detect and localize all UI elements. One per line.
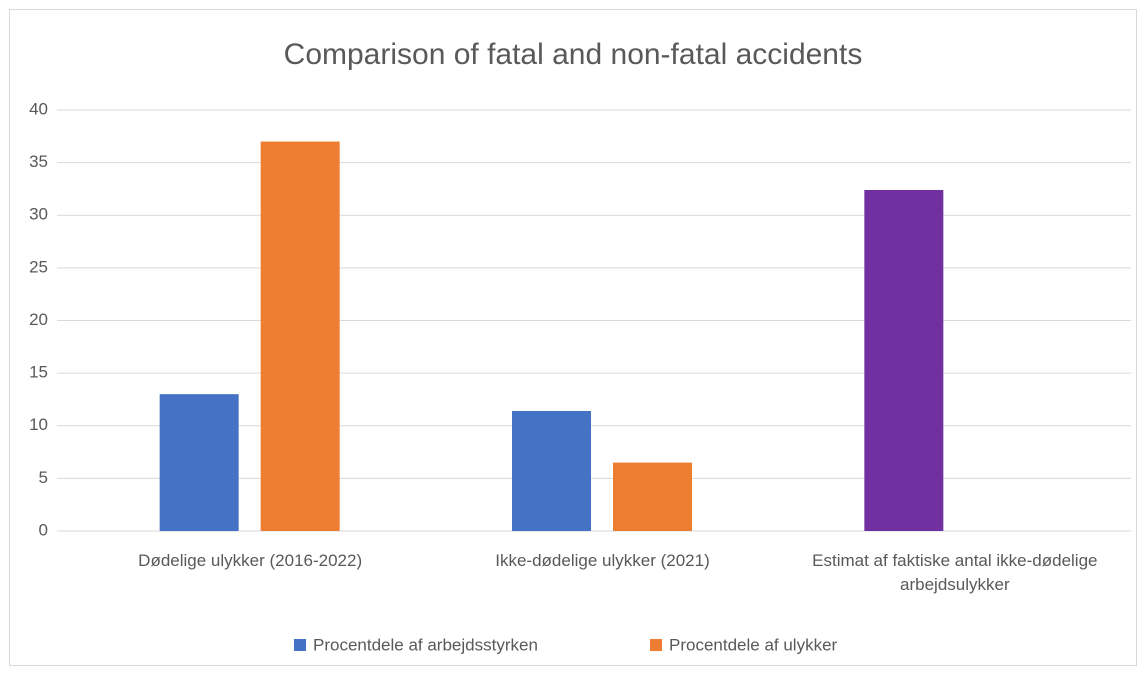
legend-swatch bbox=[650, 639, 662, 651]
bar bbox=[159, 394, 239, 531]
legend-label: Procentdele af ulykker bbox=[669, 635, 838, 654]
x-tick-label: Dødelige ulykker (2016-2022) bbox=[138, 551, 363, 570]
x-tick-label: Ikke-dødelige ulykker (2021) bbox=[495, 551, 710, 570]
bar bbox=[260, 141, 340, 531]
y-tick-label: 20 bbox=[29, 310, 48, 329]
chart-border bbox=[9, 9, 1137, 666]
legend-swatch bbox=[294, 639, 306, 651]
y-tick-label: 5 bbox=[39, 468, 48, 487]
y-tick-label: 30 bbox=[29, 205, 48, 224]
bar bbox=[864, 189, 944, 532]
y-tick-label: 40 bbox=[29, 99, 48, 118]
y-tick-label: 0 bbox=[39, 520, 48, 539]
y-tick-label: 10 bbox=[29, 415, 48, 434]
y-tick-label: 25 bbox=[29, 257, 48, 276]
y-tick-label: 15 bbox=[29, 363, 48, 382]
chart-title: Comparison of fatal and non-fatal accide… bbox=[284, 38, 863, 71]
bar bbox=[613, 462, 692, 531]
legend-label: Procentdele af arbejdsstyrken bbox=[313, 635, 538, 654]
bar bbox=[512, 411, 591, 531]
x-tick-label: Estimat af faktiske antal ikke-dødelige … bbox=[812, 551, 1098, 594]
y-tick-label: 35 bbox=[29, 152, 48, 171]
